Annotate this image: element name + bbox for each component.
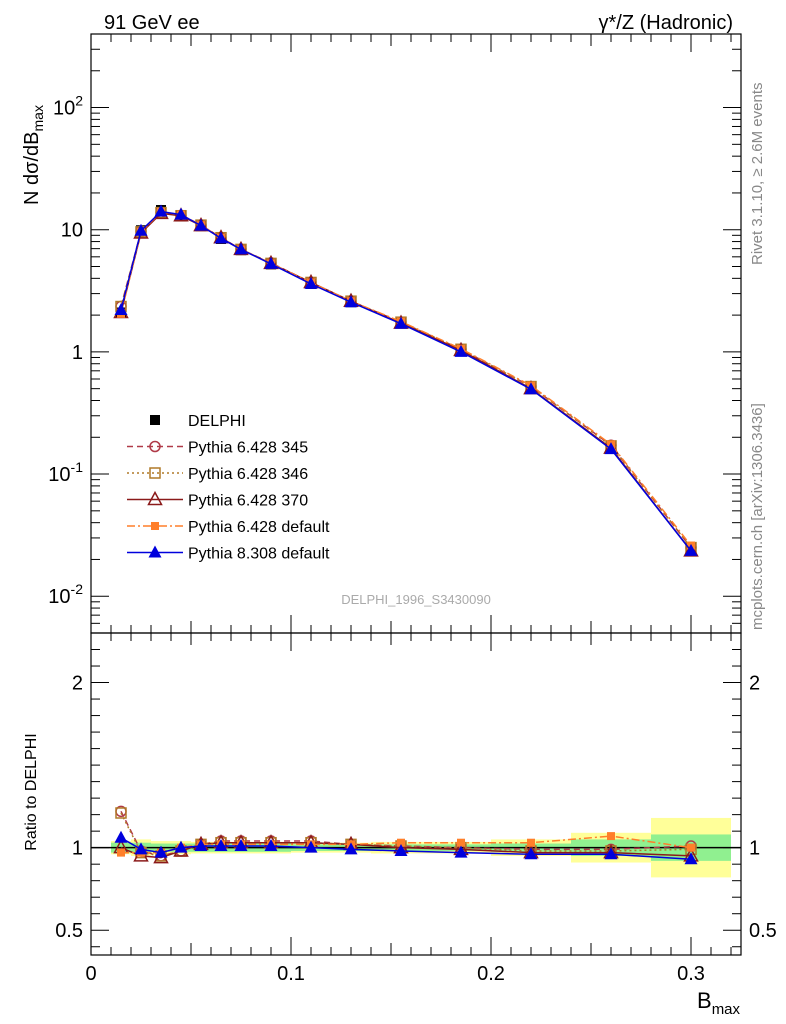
ratio-point-p8def — [684, 852, 698, 865]
ratio-y-tick-label-left: 2 — [72, 673, 83, 695]
main-y-tick-label: 10-1 — [48, 459, 83, 486]
ratio-point-p8def — [454, 845, 468, 858]
ratio-point-p8def — [234, 839, 248, 852]
ratio-frame — [90, 632, 742, 956]
legend-marker — [148, 545, 162, 558]
x-tick-label: 0.1 — [277, 963, 305, 985]
ratio-point-p6def — [117, 848, 125, 857]
x-tick-label: 0.3 — [677, 963, 705, 985]
legend-entry-p6def: Pythia 6.428 default — [127, 519, 330, 536]
main-y-tick-label: 102 — [53, 93, 83, 120]
point-p8def — [194, 218, 208, 231]
ratio-point-p8def — [394, 843, 408, 856]
point-p8def — [264, 256, 278, 269]
x-axis-title: Bmax — [697, 988, 741, 1018]
main-y-tick-label: 1 — [72, 342, 83, 364]
point-p8def — [134, 223, 148, 236]
legend-entry-p345: Pythia 6.428 345 — [127, 440, 308, 457]
point-p8def — [524, 382, 538, 395]
point-p8def — [114, 303, 128, 316]
main-plot-area: 10-2 10-1 1 10 102 — [48, 33, 742, 634]
ratio-point-p8def — [304, 840, 318, 853]
legend-marker — [147, 490, 163, 506]
ratio-point-p8def — [194, 839, 208, 852]
header-process-label: γ*/Z (Hadronic) — [599, 12, 733, 34]
point-p8def — [604, 442, 618, 455]
legend-entry-p8def: Pythia 8.308 default — [127, 545, 330, 563]
legend-label: Pythia 6.428 346 — [188, 466, 308, 483]
ratio-series-p8def — [114, 830, 698, 865]
main-y-axis-title: N dσ/dBmax — [21, 105, 46, 205]
point-p8def — [234, 242, 248, 255]
ratio-point-p8def — [214, 839, 228, 852]
legend-entry-data: DELPHI — [150, 413, 246, 430]
svg-text:N dσ/dBmax: N dσ/dBmax — [21, 105, 46, 205]
point-p8def — [304, 276, 318, 289]
ratio-point-p6def — [397, 838, 405, 847]
main-y-tick-label: 10 — [61, 220, 83, 242]
ratio-point-p8def — [134, 842, 148, 855]
point-p8def — [454, 344, 468, 357]
ratio-y-tick-label-right: 2 — [749, 673, 760, 695]
ratio-point-p6def — [607, 832, 615, 841]
legend-label: Pythia 6.428 default — [188, 519, 330, 536]
series-p8def — [114, 204, 698, 556]
header-energy-label: 91 GeV ee — [104, 12, 200, 34]
ratio-point-p6def — [687, 843, 695, 852]
ratio-y-tick-label-left: 0.5 — [55, 920, 83, 942]
main-y-tick-label: 10-2 — [48, 581, 83, 608]
ratio-point-p8def — [264, 839, 278, 852]
point-p8def — [174, 207, 188, 220]
point-p8def — [684, 543, 698, 556]
ratio-point-p8def — [154, 845, 168, 858]
legend-label: Pythia 6.428 345 — [188, 440, 308, 457]
ratio-y-tick-label-left: 1 — [72, 838, 83, 860]
x-tick-label: 0 — [85, 963, 96, 985]
legend-marker — [151, 522, 159, 530]
legend-entry-p370: Pythia 6.428 370 — [127, 490, 308, 510]
ratio-point-p8def — [604, 847, 618, 860]
x-tick-label: 0.2 — [477, 963, 505, 985]
legend-marker — [150, 415, 160, 425]
analysis-id-label: DELPHI_1996_S3430090 — [341, 592, 491, 607]
legend: DELPHI Pythia 6.428 345 Pythia 6.428 346 Py… — [127, 413, 330, 563]
point-p8def — [344, 295, 358, 308]
ratio-point-p8def — [174, 840, 188, 853]
ratio-point-p346 — [115, 807, 127, 819]
main-y-tick-labels: 10-2 10-1 1 10 102 — [48, 93, 83, 609]
ratio-point-p8def — [524, 847, 538, 860]
legend-marker — [149, 467, 161, 479]
legend-label: Pythia 8.308 default — [188, 546, 330, 563]
ratio-point-p6def — [457, 838, 465, 847]
rivet-version-label: Rivet 3.1.10, ≥ 2.6M events — [749, 83, 766, 266]
main-frame — [90, 33, 742, 634]
mcplots-label: mcplots.cern.ch [arXiv:1306.3436] — [749, 403, 766, 630]
point-p8def — [394, 316, 408, 329]
legend-label: DELPHI — [188, 413, 246, 430]
ratio-point-p8def — [344, 842, 358, 855]
point-p8def — [154, 204, 168, 217]
ratio-point-p6def — [527, 838, 535, 847]
legend-entry-p346: Pythia 6.428 346 — [127, 466, 308, 483]
legend-marker — [149, 440, 161, 453]
ratio-y-tick-label-right: 0.5 — [749, 920, 777, 942]
svg-text:Bmax: Bmax — [697, 988, 741, 1018]
ratio-plot-area: 0.5 0.5 1 1 2 2 0 0.1 0.2 0.3 — [55, 632, 777, 985]
ratio-y-axis-title: Ratio to DELPHI — [23, 733, 40, 850]
ratio-y-tick-label-right: 1 — [749, 838, 760, 860]
ratio-point-p8def — [114, 830, 128, 843]
point-p8def — [214, 231, 228, 244]
legend-label: Pythia 6.428 370 — [188, 493, 308, 510]
